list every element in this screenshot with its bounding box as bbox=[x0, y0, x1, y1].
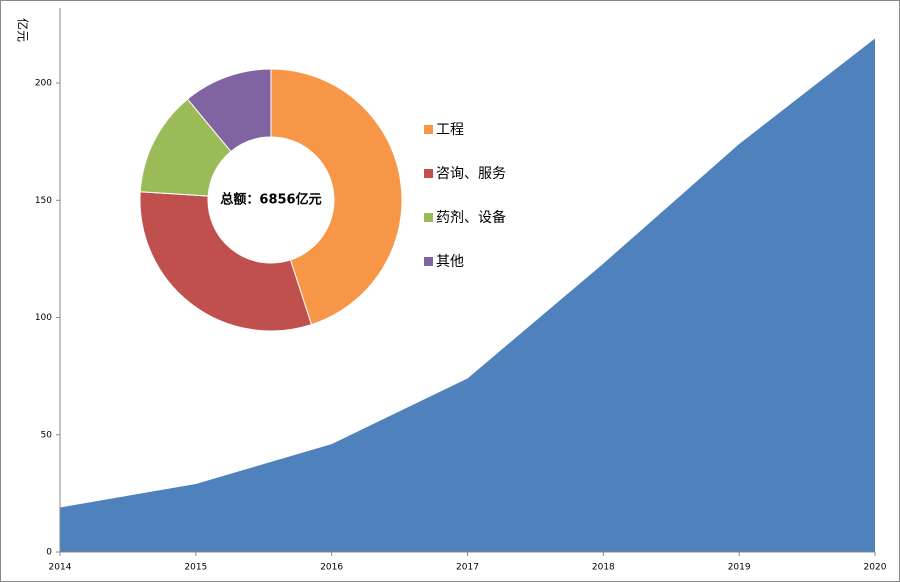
y-tick-label: 150 bbox=[35, 196, 52, 206]
legend-swatch bbox=[424, 125, 433, 134]
donut-slice bbox=[186, 68, 272, 153]
y-axis-label: 亿元 bbox=[16, 18, 31, 42]
legend-swatch bbox=[424, 257, 433, 266]
donut-slice bbox=[139, 191, 313, 332]
legend-swatch bbox=[424, 213, 433, 222]
x-tick-label: 2014 bbox=[49, 563, 72, 573]
x-tick-label: 2016 bbox=[320, 563, 343, 573]
y-tick-label: 100 bbox=[35, 313, 52, 323]
x-tick-label: 2017 bbox=[456, 563, 479, 573]
x-tick-label: 2015 bbox=[184, 563, 207, 573]
y-tick-label: 0 bbox=[46, 548, 52, 558]
y-tick-label: 50 bbox=[41, 430, 53, 440]
legend-swatch bbox=[424, 169, 433, 178]
legend-label: 咨询、服务 bbox=[436, 166, 506, 182]
legend-label: 其他 bbox=[436, 254, 464, 270]
area bbox=[60, 38, 875, 552]
legend-label: 药剂、设备 bbox=[436, 209, 506, 226]
x-tick-label: 2018 bbox=[592, 563, 615, 573]
center-label: 总额：6856亿元 bbox=[220, 192, 321, 208]
donut-slice bbox=[270, 68, 403, 326]
x-tick-label: 2019 bbox=[728, 563, 751, 573]
legend-label: 工程 bbox=[436, 122, 464, 138]
y-tick-label: 200 bbox=[35, 79, 52, 89]
x-tick-label: 2020 bbox=[864, 563, 887, 573]
